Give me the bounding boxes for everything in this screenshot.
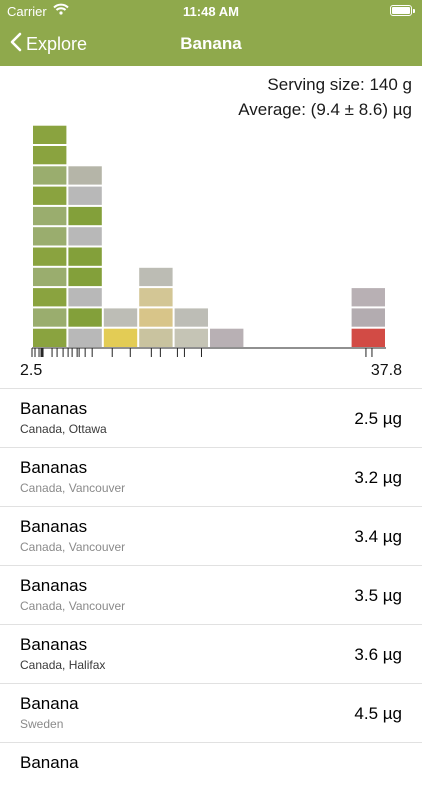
- list-item[interactable]: Bananas Canada, Ottawa 2.5 µg: [0, 388, 422, 447]
- food-value: 4.5 µg: [354, 704, 402, 723]
- food-value: 3.5 µg: [354, 586, 402, 605]
- food-value: 3.6 µg: [354, 645, 402, 664]
- food-location: Canada, Vancouver: [20, 540, 126, 554]
- histogram-cell: [33, 328, 67, 347]
- histogram-cell: [33, 146, 67, 165]
- histogram-cell: [33, 166, 67, 185]
- average-value: Average: (9.4 ± 8.6) µg: [238, 100, 412, 119]
- food-value: 3.4 µg: [354, 527, 402, 546]
- food-location: Sweden: [20, 717, 64, 731]
- food-name: Bananas: [20, 458, 88, 477]
- histogram-cell: [33, 288, 67, 307]
- histogram-cell: [68, 267, 102, 287]
- list-item[interactable]: Bananas Canada, Vancouver 3.4 µg: [0, 506, 422, 565]
- food-name: Bananas: [20, 399, 88, 418]
- battery-icon: [390, 5, 415, 16]
- x-min-label: 2.5: [20, 362, 42, 379]
- histogram-cell: [351, 288, 385, 307]
- histogram-cell: [351, 308, 385, 327]
- list-item[interactable]: Bananas Canada, Halifax 3.6 µg: [0, 624, 422, 683]
- histogram-cell: [33, 267, 67, 287]
- list-item[interactable]: Bananas Canada, Vancouver 3.2 µg: [0, 447, 422, 506]
- food-name: Bananas: [20, 517, 88, 536]
- chevron-left-icon: [10, 32, 26, 57]
- histogram-cell: [103, 328, 138, 347]
- histogram-cell: [33, 206, 67, 226]
- food-value: 3.2 µg: [354, 468, 402, 487]
- carrier-label: Carrier: [7, 4, 47, 19]
- food-location: Canada, Vancouver: [20, 599, 126, 613]
- nav-bar: Explore Banana: [0, 22, 422, 66]
- distribution-histogram: 2.5 37.8: [20, 125, 402, 379]
- food-name: Banana: [20, 753, 79, 772]
- histogram-cell: [210, 328, 244, 347]
- serving-size: Serving size: 140 g: [267, 75, 412, 94]
- histogram-cell: [68, 186, 102, 205]
- food-name: Bananas: [20, 576, 88, 595]
- status-bar: Carrier 11:48 AM: [0, 0, 422, 22]
- histogram-cell: [68, 328, 102, 347]
- histogram-cell: [174, 328, 208, 347]
- page-title: Banana: [180, 34, 242, 53]
- navigation-header: Carrier 11:48 AM Explore Banana: [0, 0, 422, 66]
- histogram-cell: [33, 308, 67, 327]
- back-label: Explore: [26, 34, 88, 54]
- list-item[interactable]: Banana: [0, 742, 422, 801]
- back-button[interactable]: Explore: [10, 32, 87, 57]
- histogram-cell: [33, 247, 67, 266]
- food-location: Canada, Halifax: [20, 658, 106, 672]
- list-item[interactable]: Bananas Canada, Vancouver 3.5 µg: [0, 565, 422, 624]
- histogram-cell: [33, 227, 67, 246]
- histogram-cell: [351, 328, 385, 347]
- histogram-cell: [68, 308, 102, 327]
- histogram-cell: [68, 247, 102, 266]
- histogram-cell: [68, 227, 102, 246]
- x-max-label: 37.8: [371, 362, 402, 379]
- histogram-cell: [68, 166, 102, 185]
- food-value: 2.5 µg: [354, 409, 402, 428]
- wifi-icon: [53, 3, 69, 18]
- histogram-cell: [103, 308, 138, 327]
- food-name: Bananas: [20, 635, 88, 654]
- food-list: Bananas Canada, Ottawa 2.5 µg Bananas Canada…: [0, 388, 422, 801]
- histogram-cell: [33, 186, 67, 205]
- clock: 11:48 AM: [183, 4, 239, 19]
- food-location: Canada, Vancouver: [20, 481, 126, 495]
- histogram-cell: [33, 125, 67, 144]
- list-item[interactable]: Banana Sweden 4.5 µg: [0, 683, 422, 742]
- histogram-cell: [139, 328, 173, 347]
- food-location: Canada, Ottawa: [20, 422, 107, 436]
- histogram-cell: [174, 308, 208, 327]
- nutrient-summary: Serving size: 140 g Average: (9.4 ± 8.6)…: [238, 72, 412, 122]
- histogram-cell: [139, 288, 173, 307]
- food-name: Banana: [20, 694, 79, 713]
- histogram-cell: [139, 308, 173, 327]
- histogram-cell: [139, 267, 173, 287]
- histogram-cell: [68, 288, 102, 307]
- histogram-cell: [68, 206, 102, 226]
